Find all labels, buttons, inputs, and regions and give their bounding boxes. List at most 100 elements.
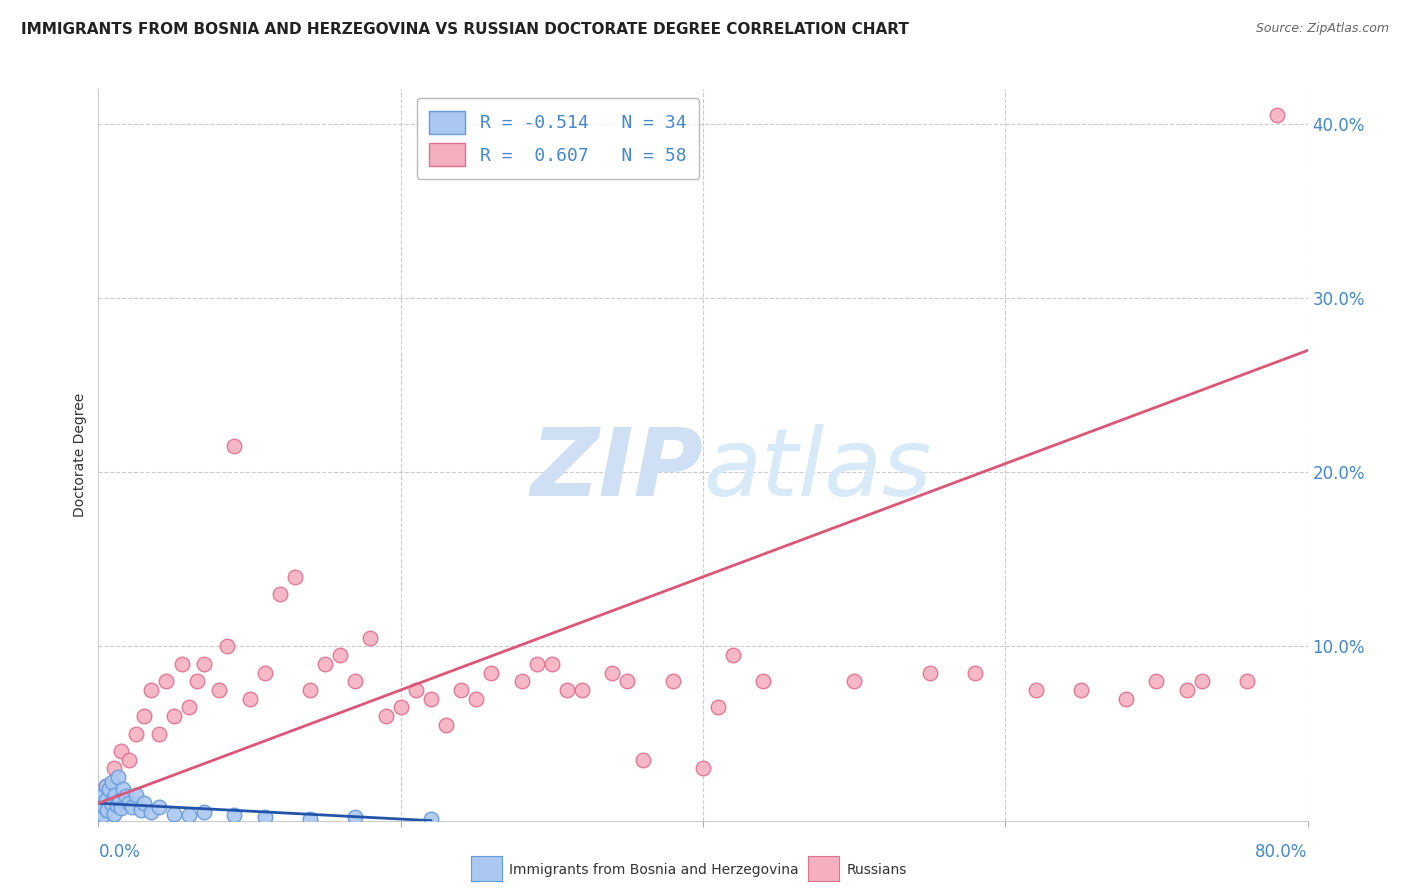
Point bbox=[170, 657, 193, 671]
Point bbox=[110, 801, 132, 815]
Point bbox=[284, 570, 307, 584]
Point bbox=[118, 753, 141, 767]
Text: 0.0%: 0.0% bbox=[98, 843, 141, 861]
Point bbox=[420, 812, 443, 826]
Point bbox=[602, 665, 624, 680]
Point bbox=[239, 691, 262, 706]
Point bbox=[121, 799, 143, 814]
Point bbox=[224, 808, 246, 822]
Point bbox=[344, 674, 367, 689]
Point bbox=[253, 810, 276, 824]
Point bbox=[329, 648, 352, 663]
Point bbox=[132, 709, 155, 723]
Point bbox=[103, 806, 125, 821]
Point bbox=[571, 683, 593, 698]
Text: Source: ZipAtlas.com: Source: ZipAtlas.com bbox=[1256, 22, 1389, 36]
Point bbox=[129, 803, 152, 817]
Point bbox=[118, 796, 141, 810]
Point bbox=[141, 683, 163, 698]
Point bbox=[90, 796, 112, 810]
Point bbox=[179, 808, 201, 822]
Point bbox=[179, 700, 201, 714]
Point bbox=[314, 657, 336, 671]
Text: ZIP: ZIP bbox=[530, 424, 703, 516]
Point bbox=[481, 665, 503, 680]
Legend: R = -0.514   N = 34, R =  0.607   N = 58: R = -0.514 N = 34, R = 0.607 N = 58 bbox=[416, 98, 699, 179]
Point bbox=[450, 683, 472, 698]
Point bbox=[253, 665, 276, 680]
Point bbox=[723, 648, 745, 663]
Point bbox=[631, 753, 654, 767]
Point bbox=[89, 805, 111, 819]
Point bbox=[661, 674, 683, 689]
Y-axis label: Doctorate Degree: Doctorate Degree bbox=[73, 392, 87, 517]
Point bbox=[108, 793, 131, 807]
Point bbox=[1175, 683, 1198, 698]
Point bbox=[434, 718, 457, 732]
Point bbox=[93, 799, 115, 814]
Point bbox=[94, 793, 117, 807]
Point bbox=[215, 640, 238, 654]
Point bbox=[344, 810, 367, 824]
Point bbox=[91, 788, 114, 802]
Point bbox=[405, 683, 427, 698]
Point bbox=[692, 761, 714, 775]
Point bbox=[91, 808, 114, 822]
Point bbox=[1236, 674, 1258, 689]
Point bbox=[141, 805, 163, 819]
Point bbox=[360, 631, 382, 645]
Text: Russians: Russians bbox=[846, 863, 907, 877]
Point bbox=[111, 782, 134, 797]
Point bbox=[186, 674, 208, 689]
Text: atlas: atlas bbox=[703, 424, 931, 515]
Point bbox=[107, 770, 129, 784]
Point bbox=[465, 691, 488, 706]
Point bbox=[1115, 691, 1137, 706]
Point bbox=[163, 806, 186, 821]
Point bbox=[510, 674, 533, 689]
Point bbox=[1144, 674, 1167, 689]
Point bbox=[1024, 683, 1046, 698]
Point bbox=[389, 700, 412, 714]
Point bbox=[105, 797, 128, 812]
Point bbox=[844, 674, 866, 689]
Point bbox=[148, 799, 170, 814]
Point bbox=[98, 782, 121, 797]
Point bbox=[374, 709, 396, 723]
Point bbox=[100, 796, 122, 810]
Text: Immigrants from Bosnia and Herzegovina: Immigrants from Bosnia and Herzegovina bbox=[509, 863, 799, 877]
Point bbox=[96, 803, 118, 817]
Point bbox=[540, 657, 562, 671]
Point bbox=[526, 657, 548, 671]
Point bbox=[104, 788, 127, 802]
Point bbox=[299, 683, 322, 698]
Point bbox=[752, 674, 775, 689]
Point bbox=[420, 691, 443, 706]
Point bbox=[94, 779, 117, 793]
Point bbox=[1191, 674, 1213, 689]
Point bbox=[269, 587, 291, 601]
Point bbox=[1267, 108, 1289, 122]
Point bbox=[110, 744, 132, 758]
Point bbox=[94, 779, 117, 793]
Point bbox=[125, 788, 148, 802]
Point bbox=[1070, 683, 1092, 698]
Point bbox=[193, 805, 215, 819]
Point bbox=[555, 683, 578, 698]
Point bbox=[155, 674, 177, 689]
Point bbox=[707, 700, 730, 714]
Point bbox=[208, 683, 231, 698]
Text: 80.0%: 80.0% bbox=[1256, 843, 1308, 861]
Point bbox=[193, 657, 215, 671]
Point bbox=[101, 775, 124, 789]
Point bbox=[224, 439, 246, 453]
Point bbox=[163, 709, 186, 723]
Point bbox=[148, 726, 170, 740]
Point bbox=[103, 761, 125, 775]
Point bbox=[918, 665, 941, 680]
Point bbox=[616, 674, 638, 689]
Text: IMMIGRANTS FROM BOSNIA AND HERZEGOVINA VS RUSSIAN DOCTORATE DEGREE CORRELATION C: IMMIGRANTS FROM BOSNIA AND HERZEGOVINA V… bbox=[21, 22, 908, 37]
Point bbox=[114, 789, 136, 804]
Point bbox=[965, 665, 987, 680]
Point bbox=[132, 796, 155, 810]
